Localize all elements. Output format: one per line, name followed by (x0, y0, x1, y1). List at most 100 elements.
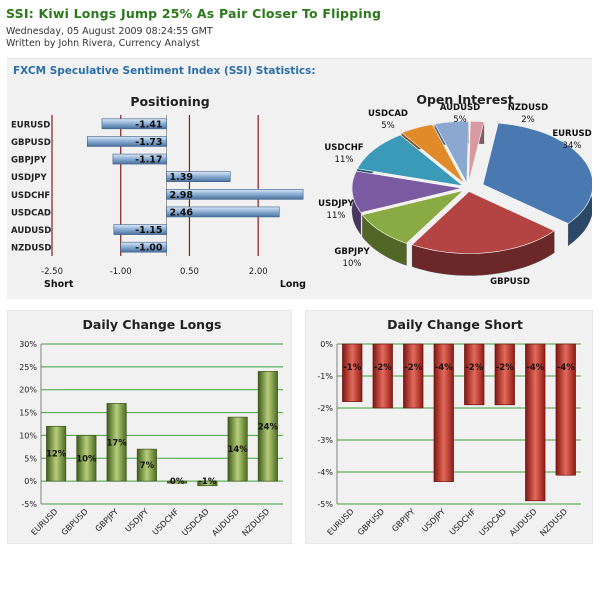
bar-usdcad (494, 343, 515, 406)
x-tick-label: NZDUSD (240, 507, 271, 538)
pie-slice-usdjpy (351, 170, 463, 213)
y-tick-label: -3% (317, 436, 333, 445)
x-tick-label: USDJPY (420, 507, 447, 534)
bar-value-label: -2% (374, 363, 392, 373)
bar-value-label: -1% (343, 363, 361, 373)
pie-percent-usdchf: 11% (335, 155, 354, 165)
bar-value-label: 12% (46, 450, 67, 460)
bar-value-label: -4% (435, 363, 453, 373)
x-tick-label: -1.00 (110, 267, 132, 277)
x-tick-label: USDCAD (478, 507, 509, 538)
bar-nzdusd (555, 343, 576, 476)
bar-gbpjpy (106, 403, 127, 482)
pie-label-usdcad: USDCAD (368, 109, 408, 119)
bar-value-label: -4% (526, 363, 544, 373)
x-tick-label: GBPJPY (390, 507, 417, 534)
y-tick-label: 25% (19, 363, 37, 372)
bar-value-label: 10% (76, 454, 97, 464)
bar-value-label: -1.17 (135, 155, 162, 166)
positioning-title: Positioning (130, 94, 209, 109)
y-tick-label: 15% (19, 409, 37, 418)
bar-value-label: -1.41 (135, 119, 162, 130)
category-label: AUDUSD (11, 226, 51, 236)
pie-label-nzdusd: NZDUSD (508, 103, 548, 113)
pie-label-gbpjpy: GBPJPY (334, 247, 370, 257)
category-label: USDCAD (11, 208, 51, 218)
y-tick-label: 30% (19, 340, 37, 349)
bar-usdchf (167, 480, 188, 484)
pie-label-usdchf: USDCHF (324, 143, 363, 153)
pie-slice-usdcad (401, 124, 465, 184)
bar-value-label: -1.15 (135, 225, 162, 236)
pie-slice-gbpjpy (361, 189, 465, 244)
daily-change-short-chart: Daily Change Short 0% -1% -2% -3% -4% -5% -1% EU… (317, 317, 581, 538)
category-label: GBPUSD (11, 138, 51, 148)
short-label: Short (44, 279, 74, 290)
bar-usdcad (166, 206, 280, 218)
bar-usdjpy (433, 343, 454, 482)
pie-slice-usdchf (356, 134, 465, 187)
pie-slice-eurusd (482, 122, 592, 225)
y-tick-label: 20% (19, 386, 37, 395)
pie-percent-usdcad: 5% (381, 121, 395, 131)
bar-value-label: 1.39 (170, 172, 193, 183)
bar-usdjpy (136, 448, 157, 482)
bar-usdcad (197, 480, 218, 487)
y-tick-label: 10% (19, 431, 37, 440)
bar-gbpusd (372, 343, 393, 409)
pie-percent-eurusd: 34% (563, 141, 582, 151)
x-tick-label: 2.00 (249, 267, 268, 277)
category-label: NZDUSD (11, 244, 51, 254)
pie-slice-gbpusd (411, 191, 555, 254)
bar-value-label: 17% (106, 438, 127, 448)
x-tick-label: GBPUSD (60, 507, 90, 537)
bar-usdchf (166, 189, 304, 200)
pie-percent-audusd: 5% (453, 115, 467, 125)
x-tick-label: GBPJPY (94, 507, 121, 534)
chart-title: Daily Change Longs (83, 317, 222, 332)
bar-nzdusd (257, 371, 278, 482)
x-tick-label: EURUSD (326, 507, 356, 537)
chart-title: Daily Change Short (387, 317, 523, 332)
y-tick-label: -2% (317, 404, 333, 413)
y-tick-label: 5% (24, 454, 37, 463)
y-tick-label: 0% (320, 340, 333, 349)
bar-gbpjpy (112, 153, 167, 165)
category-label: GBPJPY (11, 156, 47, 166)
open-interest-chart: Open Interest EURUSD 34% GBPUSD GBPJPY 10% USD… (318, 92, 592, 287)
x-tick-label: EURUSD (29, 507, 59, 537)
ssi-stats-title: FXCM Speculative Sentiment Index (SSI) S… (13, 65, 316, 77)
article-byline: Written by John Rivera, Currency Analyst (6, 38, 200, 49)
x-tick-label: USDCAD (180, 507, 211, 538)
article-date: Wednesday, 05 August 2009 08:24:55 GMT (6, 26, 213, 37)
pie-percent-usdjpy: 11% (327, 211, 346, 221)
bar-value-label: 0% (170, 477, 185, 487)
bar-value-label: -1.00 (135, 243, 163, 254)
bar-nzdusd (120, 241, 167, 253)
bar-value-label: 7% (140, 461, 155, 471)
bar-audusd (525, 343, 546, 502)
bar-value-label: -2% (465, 363, 483, 373)
x-tick-label: USDJPY (123, 507, 150, 534)
bar-value-label: 2.98 (170, 190, 194, 201)
y-tick-label: -5% (21, 500, 37, 509)
bar-value-label: 2.46 (170, 207, 194, 218)
category-label: USDCHF (11, 191, 50, 201)
pie-label-audusd: AUDUSD (440, 103, 480, 113)
y-tick-label: -4% (317, 468, 333, 477)
pie-slice-audusd (434, 120, 469, 185)
bar-eurusd (101, 118, 167, 130)
x-tick-label: NZDUSD (538, 507, 569, 538)
bar-value-label: -2% (496, 363, 514, 373)
x-tick-label: 0.50 (180, 267, 199, 277)
pie-slice-nzdusd (468, 120, 485, 184)
bar-gbpjpy (403, 343, 424, 409)
bar-value-label: 24% (258, 422, 279, 432)
article-headline[interactable]: SSI: Kiwi Longs Jump 25% As Pair Closer … (6, 6, 382, 21)
open-interest-title: Open Interest (416, 92, 513, 107)
bar-gbpusd (76, 435, 97, 482)
bar-eurusd (342, 343, 363, 402)
daily-change-longs-chart: Daily Change Longs 30% 25% 20% 15% 10% 5% 0% -5%… (19, 317, 283, 538)
bar-usdchf (464, 343, 485, 406)
bar-gbpusd (86, 136, 167, 147)
